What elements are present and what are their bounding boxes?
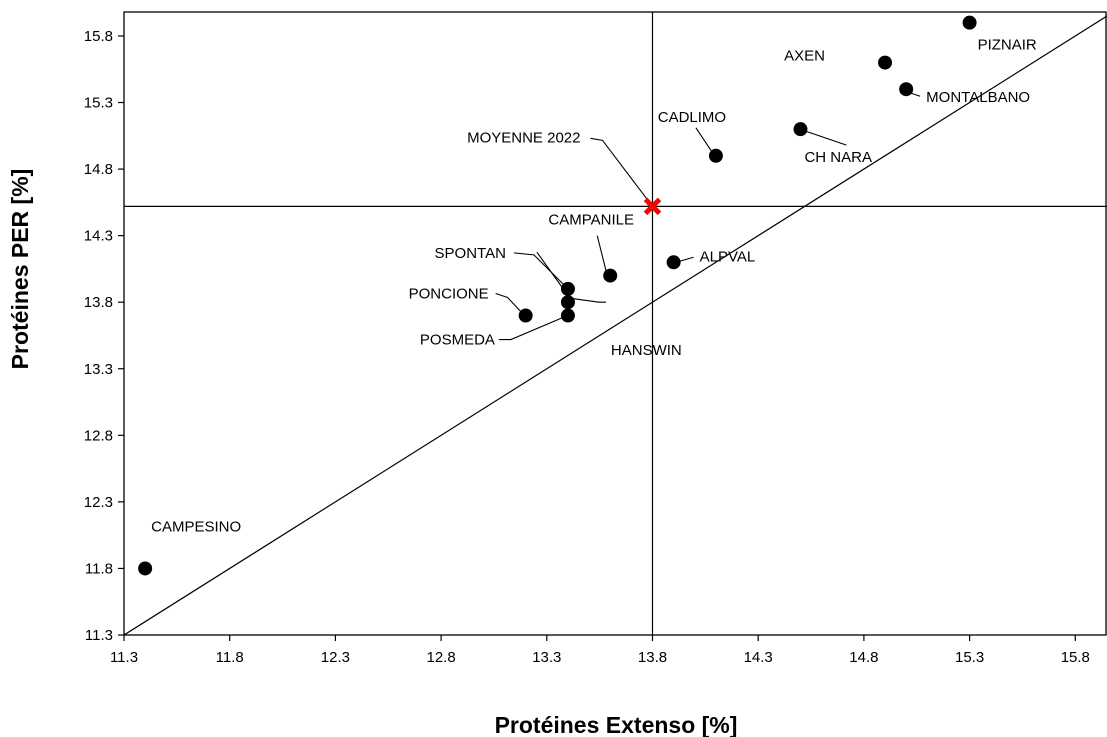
point-label-piznair: PIZNAIR: [978, 37, 1037, 54]
leader-lines: [495, 92, 921, 341]
point-label-axen: AXEN: [784, 48, 825, 65]
x-tick-label: 14.8: [849, 649, 878, 666]
y-tick-label: 12.3: [84, 494, 113, 511]
leader-line-montalbano: [910, 92, 921, 97]
point-label-campesino: CAMPESINO: [151, 518, 241, 535]
leader-line-mean: [590, 137, 650, 203]
leader-line-posmeda: [498, 317, 564, 341]
data-point-spontan: [560, 281, 575, 296]
data-point-campanile: [603, 268, 618, 283]
data-point-axen: [878, 55, 893, 70]
data-point-campesino: [138, 561, 153, 576]
point-label-spontan: SPONTAN: [435, 245, 506, 262]
leader-line-spontan: [513, 252, 565, 286]
x-tick-label: 14.3: [744, 649, 773, 666]
point-labels: PIZNAIR AXEN MONTALBANO CH NARA CADLIMO ALPVA…: [151, 37, 1037, 536]
mean-marker: [643, 197, 662, 216]
y-tick-label: 11.3: [85, 627, 113, 644]
x-axis-title: Protéines Extenso [%]: [495, 712, 738, 737]
data-point-montalbano: [899, 82, 914, 97]
y-tick-label: 15.3: [84, 95, 113, 112]
reference-line: [123, 15, 1107, 636]
plot-area: [123, 11, 1107, 636]
x-tick-label: 12.8: [426, 649, 455, 666]
data-point-hanswin: [560, 295, 575, 310]
x-tick-label: 11.3: [110, 649, 138, 666]
y-axis-title: Protéines PER [%]: [7, 169, 33, 370]
x-tick-label: 12.3: [321, 649, 350, 666]
y-tick-label: 15.8: [84, 28, 113, 45]
data-point-ch-nara: [793, 122, 808, 137]
leader-line-alpval: [679, 256, 694, 262]
leader-line-ch-nara: [805, 130, 847, 146]
point-label-montalbano: MONTALBANO: [926, 89, 1030, 106]
mean-label: MOYENNE 2022: [467, 129, 580, 146]
x-tick-label: 13.3: [532, 649, 561, 666]
data-point-posmeda: [560, 308, 575, 323]
point-label-ch-nara: CH NARA: [804, 149, 872, 166]
point-label-posmeda: POSMEDA: [420, 332, 495, 349]
x-tick-label: 15.8: [1061, 649, 1090, 666]
point-label-poncione: PONCIONE: [409, 286, 489, 303]
y-tick-label: 14.8: [84, 161, 113, 178]
plot-frame: [123, 11, 1107, 636]
y-tick-label: 11.8: [85, 560, 113, 577]
data-point-cadlimo: [708, 148, 723, 163]
y-tick-label: 12.8: [84, 427, 113, 444]
data-points: [138, 15, 977, 576]
point-label-alpval: ALPVAL: [700, 248, 756, 265]
leader-line-poncione: [495, 292, 523, 313]
leader-line-cadlimo: [695, 127, 713, 153]
leader-line-campanile: [596, 235, 607, 272]
data-point-poncione: [518, 308, 533, 323]
data-point-piznair: [962, 15, 977, 30]
x-tick-label: 15.3: [955, 649, 984, 666]
leader-line-hanswin: [536, 251, 606, 303]
y-tick-label: 13.3: [84, 361, 113, 378]
data-point-alpval: [666, 255, 681, 270]
x-tick-label: 11.8: [216, 649, 244, 666]
x-tick-label: 13.8: [638, 649, 667, 666]
point-label-campanile: CAMPANILE: [548, 212, 634, 229]
point-label-cadlimo: CADLIMO: [658, 109, 726, 126]
axis-ticks: 11.3 11.8 12.3 12.8 13.3 13.8 14.3 14.8 15.3 15.8…: [84, 28, 1090, 666]
y-tick-label: 13.8: [84, 294, 113, 311]
y-tick-label: 14.3: [84, 228, 113, 245]
point-label-hanswin: HANSWIN: [611, 342, 682, 359]
